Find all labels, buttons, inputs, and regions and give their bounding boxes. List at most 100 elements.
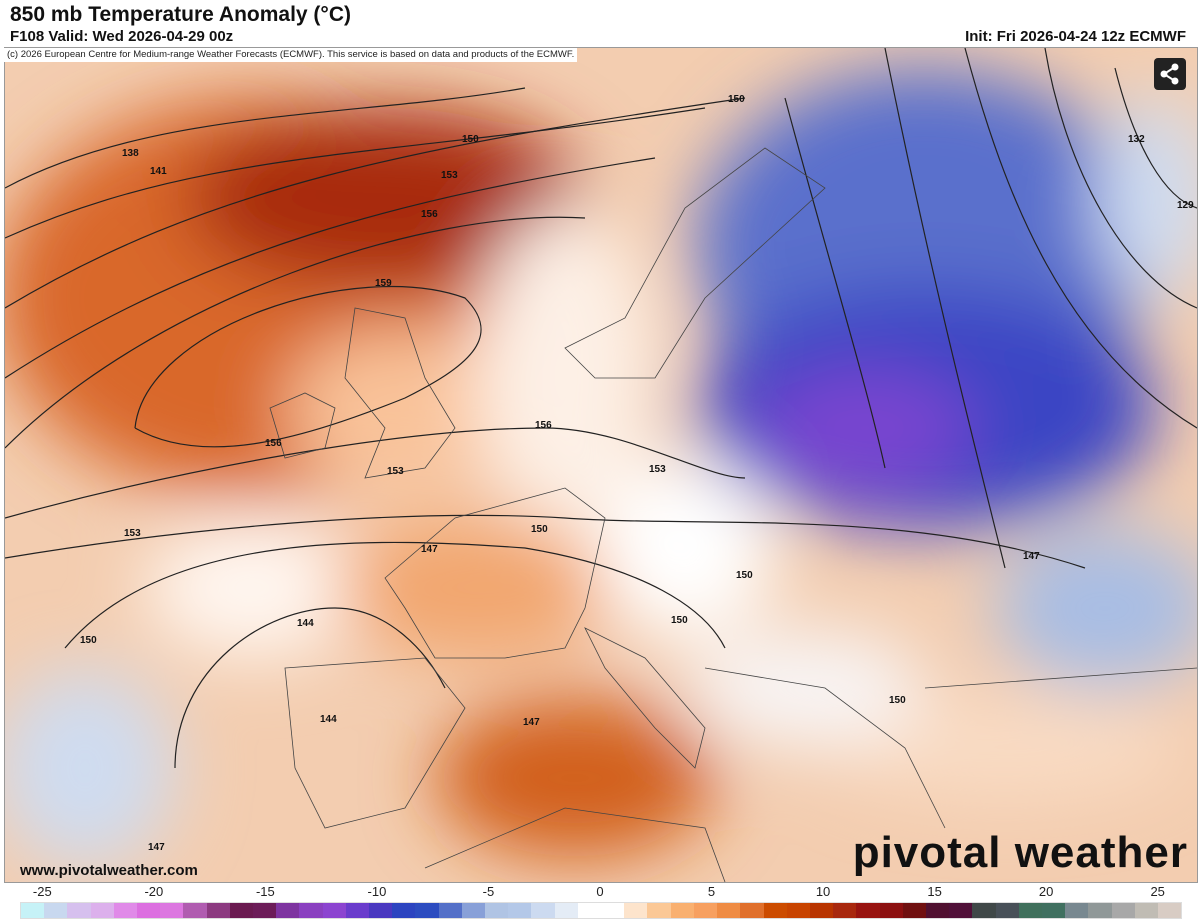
contour-label: 150 [671,615,688,626]
share-icon [1160,63,1179,85]
colorbar-cell [693,903,718,918]
anomaly-map[interactable]: 138 141 150 153 156 159 156 153 153 150 … [4,47,1198,883]
contour-label: 153 [124,528,141,539]
anomaly-field [5,48,1197,882]
contour-label: 147 [148,842,165,853]
colorbar-cell [508,903,532,918]
contour-label: 150 [736,570,753,581]
colorbar-cell [763,903,787,918]
colorbar-cell [113,903,138,918]
colorbar-cell [438,903,462,918]
colorbar-cell [253,903,277,918]
pivotal-weather-logo: pivotal weather [852,828,1188,877]
colorbar-cell [415,903,439,918]
contour-label: 147 [1023,551,1040,562]
colorbar-cell [206,903,230,918]
valid-time: F108 Valid: Wed 2026-04-29 00z [10,28,234,45]
colorbar-cell [1088,903,1112,918]
contour-label: 144 [320,714,337,725]
colorbar-cell [972,903,996,918]
colorbar-tick-label: 5 [707,884,716,899]
colorbar-tick-label: -15 [255,884,275,899]
colorbar-ticks: -25 -20 -15 -10 -5 0 5 10 15 20 25 [0,884,1200,900]
colorbar-cell [670,903,694,918]
colorbar-cell [322,903,346,918]
colorbar [20,902,1182,919]
contour-label: 138 [122,148,139,159]
contour-label: 150 [531,524,548,535]
contour-label: 153 [441,170,458,181]
colorbar-cell [21,903,45,918]
colorbar-cell [601,903,625,918]
contour-label: 150 [728,94,745,105]
colorbar-cell [949,903,973,918]
colorbar-tick-label: 0 [596,884,604,899]
colorbar-cell [183,903,207,918]
share-button[interactable] [1154,58,1186,90]
contour-label: 144 [297,618,314,629]
colorbar-tick-label: -20 [144,884,164,899]
colorbar-cell [717,903,741,918]
colorbar-cell [647,903,671,918]
contour-label: 153 [649,464,666,475]
colorbar-cell [160,903,184,918]
colorbar-cell [345,903,370,918]
map-title: 850 mb Temperature Anomaly (°C) [10,3,351,26]
website-link[interactable]: www.pivotalweather.com [20,862,198,879]
colorbar-tick-label: 25 [1150,884,1165,899]
contour-label: 156 [535,420,552,431]
contour-label: 156 [421,209,438,220]
colorbar-cell [786,903,810,918]
colorbar-cell [1134,903,1158,918]
coastlines [269,147,1197,882]
colorbar-cell [995,903,1019,918]
contour-label: 150 [462,134,479,145]
contour-label: 147 [421,544,438,555]
init-time: Init: Fri 2026-04-24 12z ECMWF [965,28,1186,45]
colorbar-cell [90,903,114,918]
colorbar-cell [392,903,416,918]
colorbar-cell [925,903,950,918]
colorbar-cell [67,903,91,918]
contour-label: 150 [889,695,906,706]
colorbar-tick-label: -25 [32,884,52,899]
colorbar-cell [369,903,393,918]
contour-label: 159 [375,278,392,289]
colorbar-cell [879,903,903,918]
colorbar-cell [740,903,764,918]
colorbar-cell [229,903,254,918]
colorbar-cell [833,903,857,918]
colorbar-tick-label: -10 [367,884,387,899]
colorbar-tick-label: 20 [1038,884,1054,899]
colorbar-cell [1157,903,1182,918]
contour-label: 150 [80,635,97,646]
contour-label: 129 [1177,200,1194,211]
colorbar-tick-label: 10 [815,884,831,899]
colorbar-cell [1041,903,1066,918]
colorbar-cell [485,903,509,918]
colorbar-cell [856,903,880,918]
colorbar-cell [1111,903,1135,918]
colorbar-cell [624,903,648,918]
colorbar-cell [44,903,68,918]
colorbar-cell [276,903,300,918]
contour-label: 156 [265,438,282,449]
height-contours [5,48,1197,769]
colorbar-cell [1065,903,1089,918]
colorbar-cell [137,903,161,918]
colorbar-cell [461,903,486,918]
colorbar-cell [299,903,323,918]
contour-label: 141 [150,166,167,177]
colorbar-cell [554,903,578,918]
colorbar-tick-label: 15 [927,884,942,899]
copyright-notice: (c) 2026 European Centre for Medium-rang… [4,48,578,62]
contour-label: 147 [523,717,540,728]
colorbar-cell [902,903,926,918]
contour-label: 153 [387,466,404,477]
colorbar-cell [531,903,555,918]
colorbar-tick-label: -5 [482,884,495,899]
contour-label: 132 [1128,134,1145,145]
colorbar-cell [1018,903,1042,918]
colorbar-cell [809,903,834,918]
colorbar-cell [577,903,602,918]
